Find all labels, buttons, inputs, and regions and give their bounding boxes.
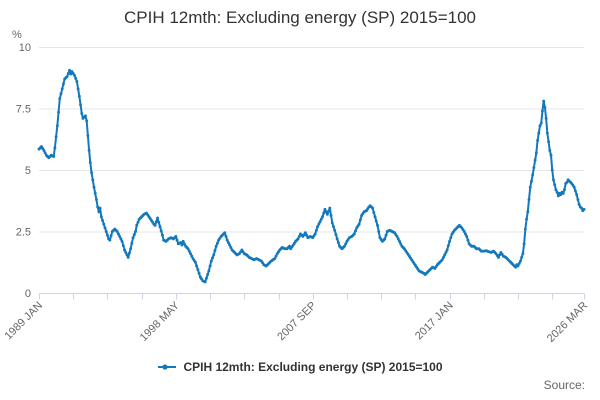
legend-item[interactable]: CPIH 12mth: Excluding energy (SP) 2015=1…: [0, 360, 600, 374]
svg-text:10: 10: [19, 42, 31, 54]
y-axis-unit-label: %: [12, 29, 22, 41]
svg-text:2026 MAR: 2026 MAR: [545, 300, 590, 345]
line-series-marker-icon: [157, 363, 177, 371]
svg-text:2007 SEP: 2007 SEP: [275, 300, 319, 344]
x-axis: [39, 293, 585, 300]
legend-series-label: CPIH 12mth: Excluding energy (SP) 2015=1…: [183, 360, 443, 374]
svg-text:2.5: 2.5: [16, 227, 31, 239]
svg-text:1989 JAN: 1989 JAN: [2, 300, 45, 343]
svg-text:2017 JAN: 2017 JAN: [413, 300, 456, 343]
y-gridlines: [39, 47, 584, 233]
legend-marker-glyph: [158, 364, 177, 370]
y-tick-labels: 0 2.5 5 7.5 10: [16, 42, 31, 300]
x-tick-labels: 1989 JAN 1998 MAY 2007 SEP 2017 JAN 2026 MAR: [2, 299, 590, 345]
data-markers: [37, 68, 586, 284]
chart-title: CPIH 12mth: Excluding energy (SP) 2015=1…: [123, 8, 476, 27]
svg-text:7.5: 7.5: [16, 104, 31, 116]
svg-text:0: 0: [25, 288, 31, 300]
data-line[interactable]: [38, 69, 585, 283]
source-label: Source:: [543, 378, 585, 392]
svg-text:5: 5: [25, 165, 31, 177]
svg-text:1998 MAY: 1998 MAY: [138, 299, 183, 344]
